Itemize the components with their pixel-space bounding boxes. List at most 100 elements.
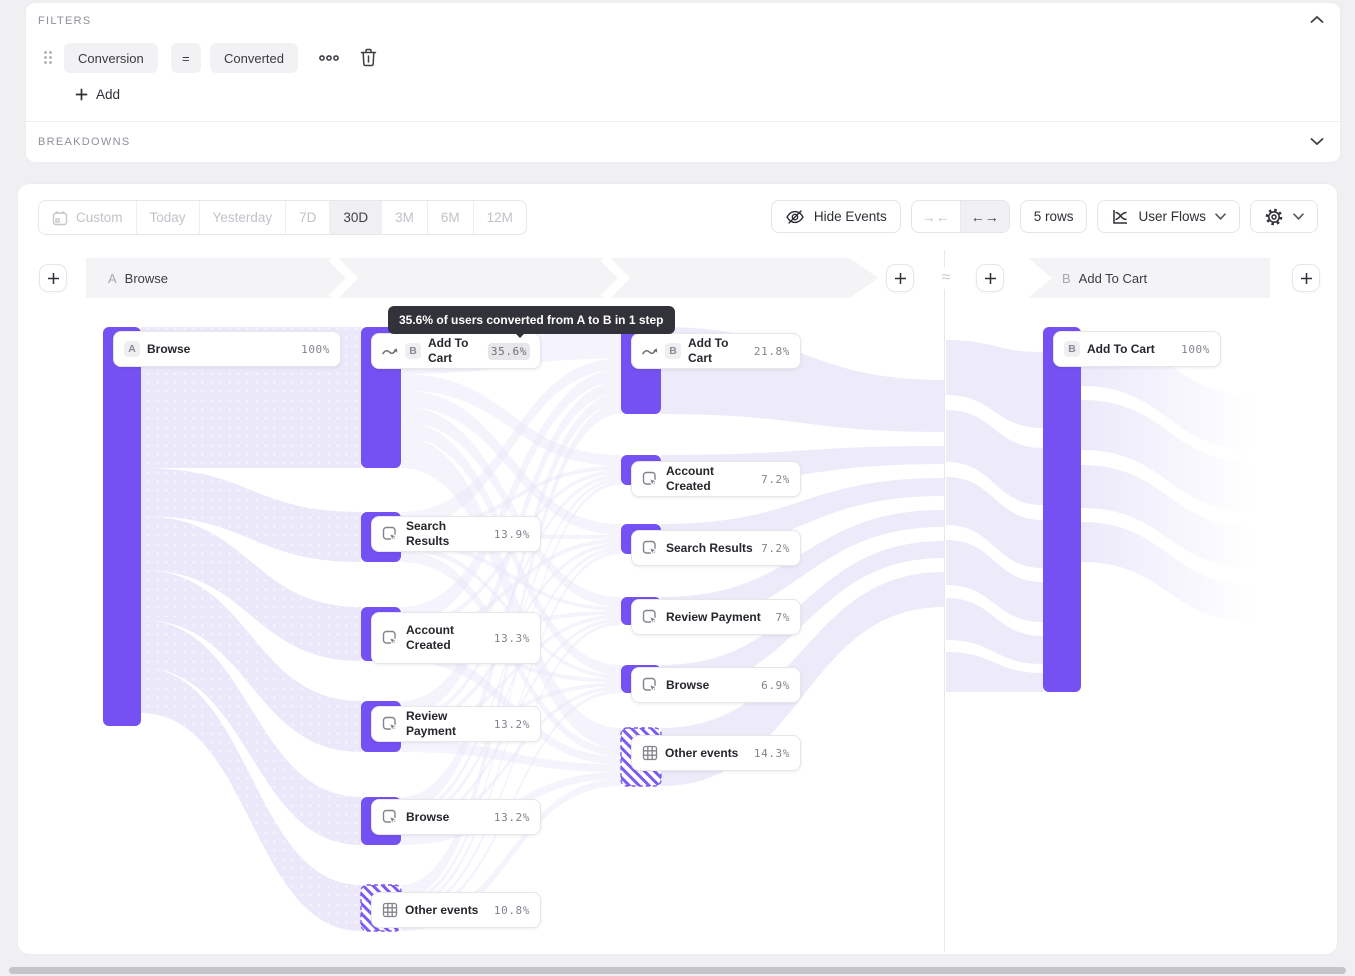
collapse-columns-button[interactable]: →←	[921, 208, 950, 225]
date-range-custom[interactable]: Custom	[39, 201, 136, 234]
view-type-label: User Flows	[1138, 209, 1206, 224]
date-range-today[interactable]: Today	[135, 201, 199, 234]
add-step-button[interactable]	[39, 264, 67, 292]
conversion-icon	[642, 345, 658, 357]
grid-icon	[642, 745, 658, 761]
step-name: Browse	[124, 270, 169, 286]
date-range-7d[interactable]: 7D	[285, 201, 329, 234]
plus-icon	[47, 272, 59, 284]
flow-node-browse[interactable]: Browse 6.9%	[631, 667, 801, 703]
spacing-toggle: →← ←→	[910, 200, 1010, 233]
filter-operator-chip[interactable]: =	[171, 43, 201, 73]
calendar-icon	[52, 210, 68, 225]
horizontal-scrollbar[interactable]	[9, 967, 1346, 974]
node-label: Search Results	[406, 519, 450, 548]
node-label: Review Payment	[406, 709, 457, 738]
breakdowns-section-label: BREAKDOWNS	[38, 136, 131, 148]
flow-node-search-results[interactable]: Search Results 7.2%	[631, 530, 801, 566]
node-value: 14.3%	[753, 746, 790, 760]
event-icon	[642, 677, 659, 694]
node-value: 7%	[775, 610, 790, 624]
date-range-label: Yesterday	[212, 210, 273, 225]
node-label: Browse	[666, 677, 710, 692]
chart-toolbar-right: Hide Events →← ←→ 5 rows User Flows	[770, 200, 1318, 233]
add-filter-button[interactable]: Add	[75, 87, 120, 102]
plus-icon	[894, 272, 906, 284]
date-range-label: 6M	[440, 210, 460, 225]
event-icon	[382, 630, 399, 647]
date-range-yesterday[interactable]: Yesterday	[198, 201, 286, 234]
node-label: Search Results	[666, 540, 753, 555]
flow-node-search-results[interactable]: Search Results 13.9%	[371, 516, 541, 552]
step-badge: A	[124, 341, 140, 357]
expand-breakdowns-button[interactable]	[1310, 137, 1324, 146]
date-range-label: 3M	[395, 210, 414, 225]
add-step-button[interactable]	[886, 264, 914, 292]
date-range-6m[interactable]: 6M	[426, 201, 473, 234]
add-step-button[interactable]	[1292, 264, 1320, 292]
collapse-filters-button[interactable]	[1310, 15, 1324, 24]
drag-handle[interactable]	[43, 50, 53, 70]
step-header-a[interactable]: A Browse	[108, 270, 168, 286]
chevron-up-icon	[1310, 15, 1324, 23]
filters-panel	[25, 2, 1341, 163]
node-label: Browse	[406, 809, 450, 824]
flow-node-account-created[interactable]: Account Created 7.2%	[631, 461, 801, 497]
filter-value-chip[interactable]: Converted	[210, 43, 298, 73]
step-badge: B	[665, 343, 681, 359]
step-header-b[interactable]: B Add To Cart	[1062, 270, 1147, 286]
hide-events-button[interactable]: Hide Events	[770, 200, 901, 233]
date-range-3m[interactable]: 3M	[381, 201, 427, 234]
filter-more-options-button[interactable]	[318, 54, 340, 62]
node-value: 7.2%	[761, 472, 790, 486]
node-label: Add To Cart	[428, 336, 469, 365]
date-range-12m[interactable]: 12M	[472, 201, 526, 234]
node-value: 13.3%	[493, 632, 530, 645]
date-range-30d[interactable]: 30D	[329, 201, 382, 234]
flow-node-other-events[interactable]: Other events 14.3%	[631, 735, 801, 771]
chevron-down-icon	[1310, 138, 1324, 146]
flow-node-review-payment[interactable]: Review Payment 7%	[631, 599, 801, 635]
flow-node-other-events[interactable]: Other events 10.8%	[371, 892, 541, 928]
add-filter-label: Add	[96, 87, 121, 102]
rows-button[interactable]: 5 rows	[1019, 200, 1088, 233]
filters-section-label: FILTERS	[38, 15, 92, 27]
flow-node-browse[interactable]: Browse 13.2%	[371, 799, 541, 835]
node-label: Other events	[665, 745, 739, 760]
flow-node-browse[interactable]: A Browse 100%	[113, 331, 341, 367]
event-icon	[382, 809, 399, 826]
node-label: Other events	[405, 902, 479, 917]
gear-icon	[1265, 208, 1283, 225]
step-name: Add To Cart	[1078, 270, 1148, 286]
trash-icon	[360, 48, 377, 67]
node-value: 100%	[301, 342, 330, 356]
grid-icon	[382, 902, 398, 918]
node-value: 10.8%	[493, 903, 530, 917]
filter-property-chip[interactable]: Conversion	[64, 43, 158, 73]
node-label: Browse	[147, 341, 191, 356]
add-step-button[interactable]	[976, 264, 1004, 292]
event-icon	[642, 471, 659, 488]
flow-node-add-to-cart[interactable]: B Add To Cart 21.8%	[631, 333, 801, 369]
node-value: 7.2%	[761, 541, 790, 555]
approx-icon: ≈	[934, 267, 958, 289]
expand-columns-button[interactable]: ←→	[959, 201, 1009, 232]
conversion-icon	[382, 345, 398, 357]
delete-filter-button[interactable]	[360, 48, 377, 67]
node-value: 100%	[1181, 342, 1210, 356]
node-value: 13.2%	[493, 717, 530, 731]
date-range-label: 30D	[343, 210, 369, 225]
node-label: Account Created	[666, 464, 714, 493]
date-range-control: Custom Today Yesterday 7D 30D 3M 6M 12M	[38, 200, 527, 235]
kebab-icon	[319, 55, 339, 61]
node-value: 13.9%	[493, 527, 530, 541]
settings-dropdown[interactable]	[1250, 200, 1318, 233]
flow-node-account-created[interactable]: Account Created 13.3%	[371, 612, 541, 664]
flow-node-add-to-cart[interactable]: B Add To Cart 100%	[1053, 331, 1221, 367]
flow-node-review-payment[interactable]: Review Payment 13.2%	[371, 706, 541, 742]
step-prefix: B	[1062, 270, 1071, 286]
user-flows-icon	[1113, 209, 1128, 224]
section-divider	[25, 121, 1339, 122]
view-type-dropdown[interactable]: User Flows	[1097, 200, 1240, 233]
